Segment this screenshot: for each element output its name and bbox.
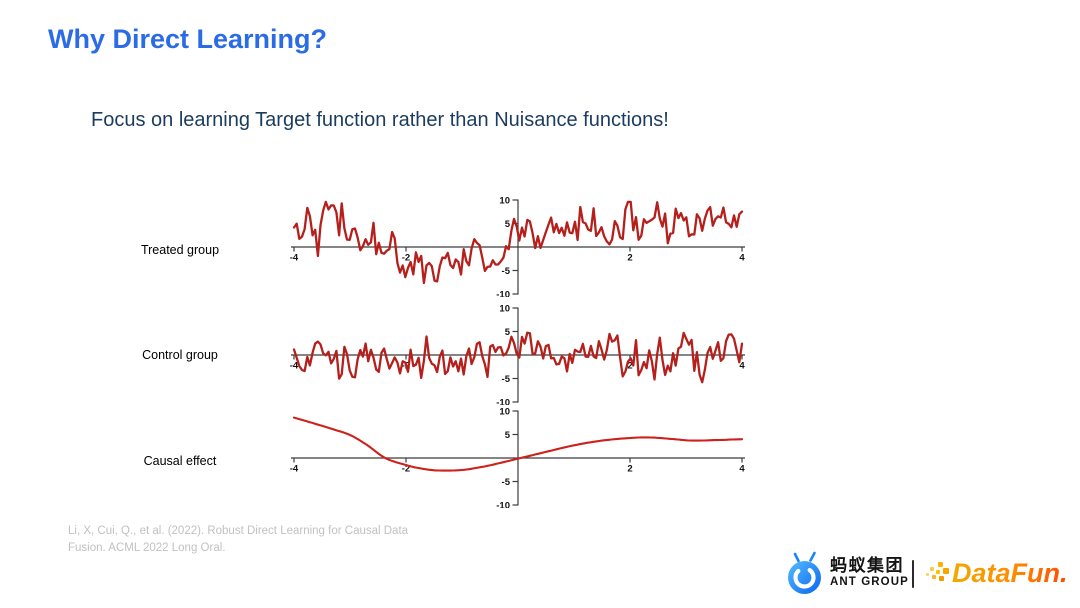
svg-text:-2: -2 [402, 464, 410, 475]
logo-divider [912, 560, 914, 588]
slide-subtitle: Focus on learning Target function rather… [91, 109, 669, 131]
treated-group-chart: -4 -2 2 4 10 5 -5 -10 [290, 196, 746, 298]
control-group-label: Control group [142, 348, 218, 362]
datafun-dots-icon [926, 561, 949, 581]
svg-text:5: 5 [505, 327, 511, 338]
svg-text:10: 10 [499, 407, 510, 418]
treated-group-label: Treated group [140, 243, 220, 257]
ant-group-name-cn: 蚂蚁集团 [830, 556, 904, 575]
causal-effect-chart: -4 -2 2 4 10 5 -5 -10 [290, 407, 746, 509]
svg-text:2: 2 [627, 253, 632, 264]
citation-line-2: Fusion. ACML 2022 Long Oral. [68, 542, 226, 554]
ant-group-name-en: ANT GROUP [830, 576, 909, 588]
page-title: Why Direct Learning? [48, 24, 328, 54]
svg-text:4: 4 [739, 464, 745, 475]
svg-text:-5: -5 [502, 477, 511, 488]
svg-text:10: 10 [499, 196, 510, 207]
svg-text:5: 5 [505, 219, 511, 230]
svg-text:-2: -2 [402, 253, 410, 264]
svg-text:-10: -10 [496, 398, 510, 406]
datafun-logo: DataFun. [926, 558, 1068, 589]
causal-effect-label: Causal effect [143, 454, 217, 468]
svg-text:4: 4 [739, 253, 745, 264]
svg-text:10: 10 [499, 304, 510, 315]
svg-text:-10: -10 [496, 290, 510, 298]
ant-group-wordmark: 蚂蚁集团 ANT GROUP [830, 556, 909, 589]
svg-text:-4: -4 [290, 464, 299, 475]
ant-group-logo-icon [788, 551, 821, 594]
svg-text:5: 5 [505, 430, 511, 441]
svg-text:-5: -5 [502, 266, 511, 277]
svg-text:-10: -10 [496, 501, 510, 509]
citation: Li, X, Cui, Q., et al. (2022). Robust Di… [68, 523, 408, 557]
svg-text:2: 2 [627, 464, 632, 475]
citation-line-1: Li, X, Cui, Q., et al. (2022). Robust Di… [68, 525, 409, 537]
svg-text:2: 2 [627, 361, 632, 372]
datafun-wordmark: DataFun. [952, 558, 1068, 588]
svg-text:-5: -5 [502, 374, 511, 385]
svg-text:4: 4 [739, 361, 745, 372]
svg-text:-4: -4 [290, 253, 299, 264]
svg-text:-4: -4 [290, 361, 299, 372]
